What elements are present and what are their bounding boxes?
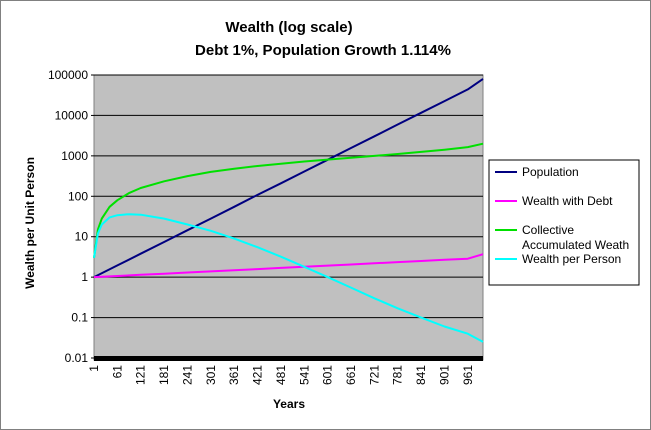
x-tick-labels: 1 61 121 181 241 301 361 421 481 541 601 661 721 781 8… [87,365,475,385]
y-axis-title: Wealth per Unit Person [23,157,37,289]
x-tick-label: 781 [391,365,405,385]
y-tick-label: 10 [75,230,89,244]
x-axis-bar [94,356,483,361]
series-layer [93,78,484,343]
x-tick-label: 541 [297,365,311,385]
legend-box [488,159,640,286]
y-tick-label: 0.01 [65,351,89,365]
series-line-wealth-with-debt [93,253,484,279]
x-tick-label: 361 [227,365,241,385]
legend-label-population: Population [522,165,579,179]
gridlines [94,74,483,319]
x-tick-label: 61 [110,365,124,379]
x-tick-label: 1 [87,365,101,372]
x-tick-label: 121 [134,365,148,385]
x-tick-label: 661 [344,365,358,385]
series-line-population [93,78,484,278]
y-tick-label: 100 [68,189,88,203]
chart-title: Wealth (log scale) [225,19,352,36]
x-tick-label: 901 [437,365,451,385]
x-tick-label: 421 [251,365,265,385]
legend-label-wealth-per-person: Wealth per Person [522,252,621,266]
x-tick-label: 841 [414,365,428,385]
legend-label-wealth-with-debt: Wealth with Debt [522,194,613,208]
legend-label-collective-accumulated-wealth: Collective Accumulated Weath [522,223,629,252]
x-axis-title: Years [273,397,305,411]
x-tick-label: 721 [367,365,381,385]
y-tick-label: 10000 [55,108,89,122]
y-tick-label: 0.1 [71,311,88,325]
x-tick-label: 481 [274,365,288,385]
x-tick-label: 961 [461,365,475,385]
y-tick-label: 1 [81,270,88,284]
x-tick-label: 601 [321,365,335,385]
legend-label-line-2: Accumulated Weath [522,238,629,252]
series-line-collective-accumulated-weath [93,142,484,259]
chart-subtitle: Debt 1%, Population Growth 1.114% [195,42,451,59]
series-line-wealth-per-person [93,213,484,343]
y-tick-labels: 0.01 0.1 1 10 100 1000 10000 100000 [48,68,94,365]
y-tick-label: 100000 [48,68,88,82]
legend-label-line-1: Collective [522,223,574,237]
legend: Population Wealth with Debt Collective A… [488,159,640,286]
x-tick-label: 301 [204,365,218,385]
y-tick-label: 1000 [61,149,88,163]
x-tick-label: 241 [180,365,194,385]
x-tick-label: 181 [157,365,171,385]
